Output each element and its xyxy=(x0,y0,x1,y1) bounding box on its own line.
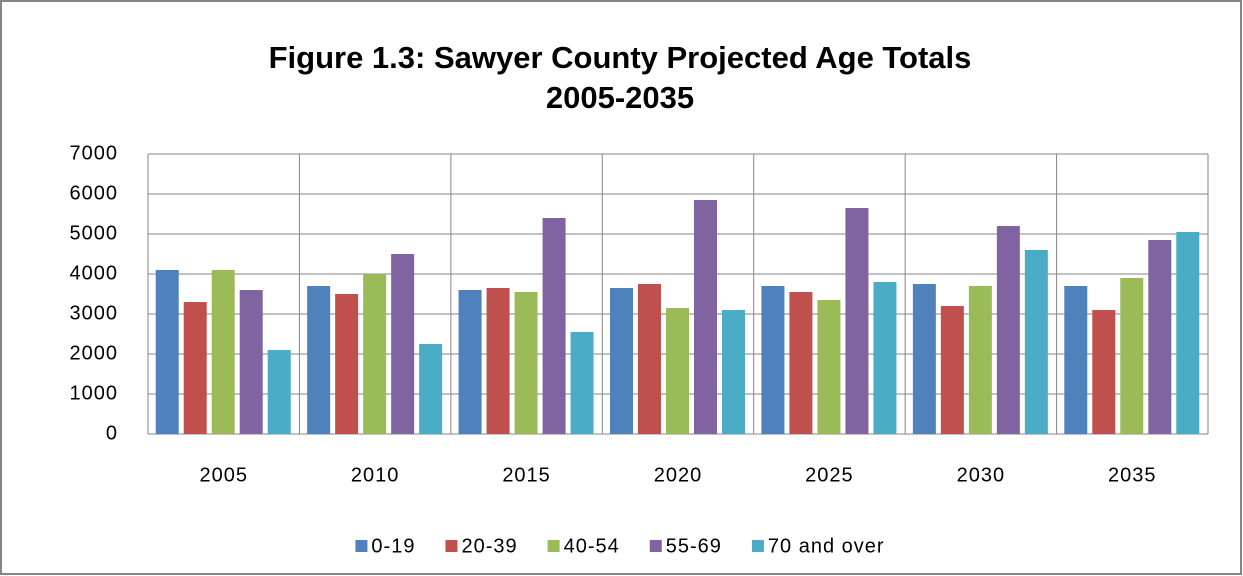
bar xyxy=(486,288,510,434)
bar xyxy=(363,274,387,434)
bar xyxy=(335,294,359,434)
bar xyxy=(666,308,689,434)
y-tick-label: 4000 xyxy=(70,262,119,284)
bar xyxy=(873,282,897,434)
bar xyxy=(570,332,594,434)
bar xyxy=(761,286,785,434)
bar xyxy=(267,350,291,434)
y-tick-label: 3000 xyxy=(70,302,119,324)
bar xyxy=(789,292,813,434)
bar xyxy=(996,226,1020,434)
bar xyxy=(514,292,538,434)
legend-label: 55-69 xyxy=(666,535,722,557)
x-tick-label: 2020 xyxy=(654,464,703,486)
bar xyxy=(155,270,179,434)
bar xyxy=(845,208,869,434)
legend-swatch xyxy=(649,540,662,552)
legend-swatch xyxy=(547,540,560,552)
bar xyxy=(1092,310,1116,434)
y-tick-label: 1000 xyxy=(70,382,119,404)
legend-label: 20-39 xyxy=(461,535,517,557)
bar xyxy=(1024,250,1048,434)
bar xyxy=(458,290,482,434)
bar xyxy=(817,300,841,434)
x-tick-label: 2005 xyxy=(199,464,248,486)
bar xyxy=(968,286,992,434)
y-tick-label: 6000 xyxy=(70,182,119,204)
bar xyxy=(542,218,566,434)
bar xyxy=(638,284,661,434)
bar xyxy=(419,344,443,434)
bar xyxy=(1176,232,1200,434)
bar xyxy=(1064,286,1088,434)
legend-label: 0-19 xyxy=(371,535,415,557)
bar xyxy=(1148,240,1172,434)
x-tick-label: 2030 xyxy=(957,464,1006,486)
legend-label: 40-54 xyxy=(564,535,620,557)
y-tick-label: 7000 xyxy=(70,142,119,164)
legend-label: 70 and over xyxy=(768,535,885,557)
y-tick-label: 2000 xyxy=(70,342,119,364)
bar xyxy=(694,200,717,434)
x-tick-label: 2015 xyxy=(502,464,551,486)
x-tick-label: 2035 xyxy=(1108,464,1157,486)
y-tick-label: 5000 xyxy=(70,222,119,244)
bar xyxy=(307,286,331,434)
chart-subtitle: 2005-2035 xyxy=(546,80,694,115)
bar xyxy=(912,284,936,434)
bar xyxy=(722,310,745,434)
legend-swatch xyxy=(445,540,458,552)
bar xyxy=(211,270,235,434)
bar xyxy=(940,306,964,434)
legend-swatch xyxy=(355,540,368,552)
bar xyxy=(183,302,207,434)
bar xyxy=(239,290,263,434)
legend-swatch xyxy=(751,540,764,552)
bar xyxy=(610,288,633,434)
y-tick-label: 0 xyxy=(106,422,118,444)
x-tick-label: 2010 xyxy=(351,464,400,486)
bar xyxy=(391,254,415,434)
x-tick-label: 2025 xyxy=(805,464,854,486)
bar xyxy=(1120,278,1144,434)
chart-title: Figure 1.3: Sawyer County Projected Age … xyxy=(269,40,972,75)
